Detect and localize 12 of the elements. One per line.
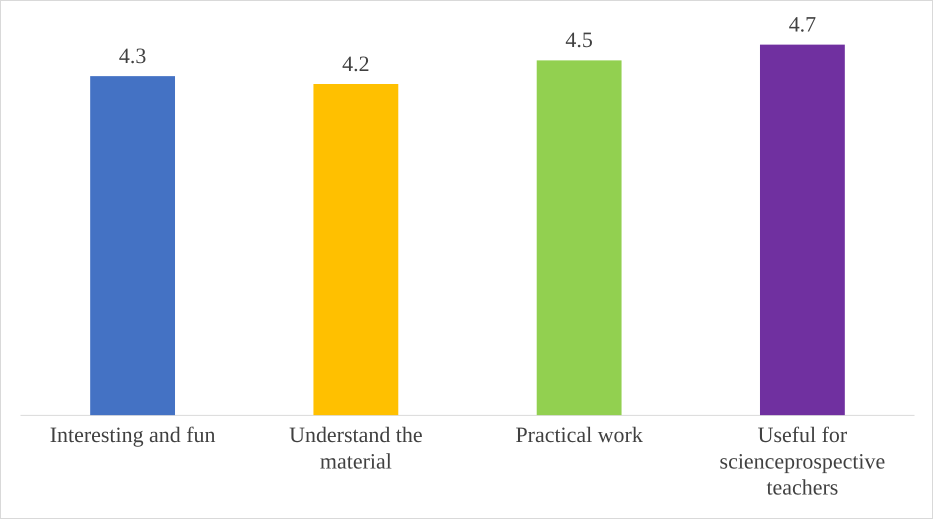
bar (313, 84, 398, 416)
bar (760, 44, 845, 416)
x-tick-label: Practical work (515, 422, 643, 448)
x-tick-label: Interesting and fun (50, 422, 216, 448)
data-label: 4.2 (342, 50, 370, 76)
data-label: 4.3 (118, 42, 146, 68)
x-tick-label: Useful for scienceprospective teachers (720, 422, 886, 500)
data-label: 4.5 (565, 27, 593, 52)
bar (536, 60, 622, 416)
x-tick-label: Understand the material (289, 422, 423, 474)
bar (90, 76, 176, 416)
data-label: 4.7 (788, 11, 816, 36)
